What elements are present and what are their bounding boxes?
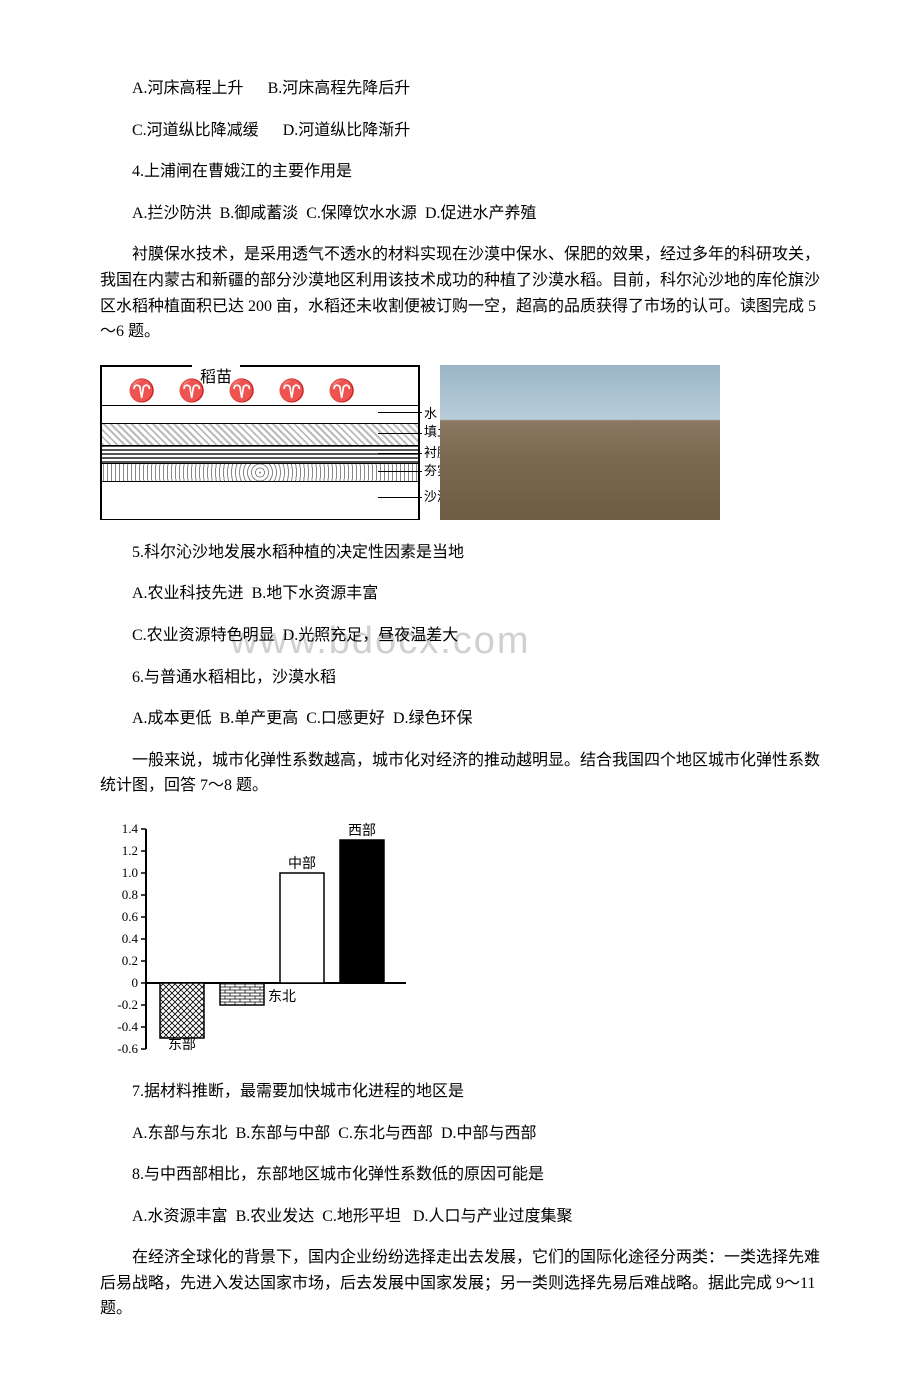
q8-optC: C.地形平坦: [322, 1208, 401, 1225]
rice-layer-compact: [102, 463, 418, 481]
svg-text:0.6: 0.6: [122, 909, 139, 924]
rice-plant-icon: ♈: [128, 373, 155, 408]
q4-optC: C.保障饮水水源: [306, 205, 417, 222]
q8-stem: 8.与中西部相比，东部地区城市化弹性系数低的原因可能是: [100, 1162, 820, 1188]
q3-optC: C.河道纵比降减缓: [132, 122, 259, 139]
passage-global: 在经济全球化的背景下，国内企业纷纷选择走出去发展，它们的国际化途径分两类：一类选…: [100, 1245, 820, 1322]
q3-optA: A.河床高程上升: [132, 80, 244, 97]
q3-options-line2: C.河道纵比降减缓 D.河道纵比降渐升: [100, 118, 820, 144]
svg-text:1.4: 1.4: [122, 821, 139, 836]
svg-text:1.0: 1.0: [122, 865, 138, 880]
rice-plant-icon: ♈: [178, 373, 205, 408]
svg-text:-0.2: -0.2: [117, 997, 138, 1012]
svg-text:-0.6: -0.6: [117, 1041, 138, 1056]
bar-chart-svg: 1.4 1.2 1.0 0.8 0.6 0.4 0.2 0 -0.2 -0.4 -0.6 东部 东北 中部…: [100, 819, 430, 1059]
urbanization-bar-chart: 1.4 1.2 1.0 0.8 0.6 0.4 0.2 0 -0.2 -0.4 -0.6 东部 东北 中部…: [100, 819, 430, 1059]
rice-plant-icon: ♈: [278, 373, 305, 408]
q6-optB: B.单产更高: [220, 710, 299, 727]
q7-optD: D.中部与西部: [441, 1125, 537, 1142]
q3-options-line1: A.河床高程上升 B.河床高程先降后升: [100, 76, 820, 102]
rice-photo: [440, 365, 720, 520]
svg-text:0.2: 0.2: [122, 953, 138, 968]
svg-text:1.2: 1.2: [122, 843, 138, 858]
q6-optA: A.成本更低: [132, 710, 212, 727]
svg-text:0: 0: [132, 975, 139, 990]
q5-stem: 5.科尔沁沙地发展水稻种植的决定性因素是当地: [100, 540, 820, 566]
q6-optC: C.口感更好: [306, 710, 385, 727]
svg-text:东北: 东北: [268, 989, 296, 1005]
q7-options: A.东部与东北 B.东部与中部 C.东北与西部 D.中部与西部: [100, 1121, 820, 1147]
q4-stem: 4.上浦闸在曹娥江的主要作用是: [100, 159, 820, 185]
q4-optA: A.拦沙防洪: [132, 205, 212, 222]
rice-plant-icon: ♈: [328, 373, 355, 408]
rice-figure-row: 稻苗 ♈ ♈ ♈ ♈ ♈ 水 填土沙 衬膜 夯实层 沙漠: [100, 365, 820, 520]
rice-diagram: 稻苗 ♈ ♈ ♈ ♈ ♈ 水 填土沙 衬膜 夯实层 沙漠: [100, 365, 420, 520]
q6-options: A.成本更低 B.单产更高 C.口感更好 D.绿色环保: [100, 706, 820, 732]
q7-optA: A.东部与东北: [132, 1125, 228, 1142]
q7-stem: 7.据材料推断，最需要加快城市化进程的地区是: [100, 1079, 820, 1105]
svg-text:-0.4: -0.4: [117, 1019, 138, 1034]
q3-optB: B.河床高程先降后升: [268, 80, 411, 97]
rice-layer-desert: [102, 481, 418, 519]
passage-urban: 一般来说，城市化弹性系数越高，城市化对经济的推动越明显。结合我国四个地区城市化弹…: [100, 748, 820, 799]
q8-optB: B.农业发达: [236, 1208, 315, 1225]
q6-optD: D.绿色环保: [393, 710, 473, 727]
q3-optD: D.河道纵比降渐升: [283, 122, 411, 139]
q6-stem: 6.与普通水稻相比，沙漠水稻: [100, 665, 820, 691]
rice-layer-water: [102, 405, 418, 423]
rice-layer-membrane: [102, 445, 418, 463]
q5-optC: C.农业资源特色明显: [132, 627, 275, 644]
q4-optB: B.御咸蓄淡: [220, 205, 299, 222]
q7-optC: C.东北与西部: [338, 1125, 433, 1142]
q5-options-line2: C.农业资源特色明显 D.光照充足，昼夜温差大: [100, 623, 820, 649]
q7-optB: B.东部与中部: [236, 1125, 331, 1142]
svg-text:0.8: 0.8: [122, 887, 138, 902]
q5-optA: A.农业科技先进: [132, 585, 244, 602]
q5-options-line1: A.农业科技先进 B.地下水资源丰富: [100, 581, 820, 607]
q8-optD: D.人口与产业过度集聚: [413, 1208, 573, 1225]
svg-text:0.4: 0.4: [122, 931, 139, 946]
passage-rice: 衬膜保水技术，是采用透气不透水的材料实现在沙漠中保水、保肥的效果，经过多年的科研…: [100, 242, 820, 344]
q5-optB: B.地下水资源丰富: [252, 585, 379, 602]
q8-optA: A.水资源丰富: [132, 1208, 228, 1225]
svg-text:中部: 中部: [288, 856, 316, 872]
q5-optD: D.光照充足，昼夜温差大: [283, 627, 459, 644]
q4-optD: D.促进水产养殖: [425, 205, 537, 222]
rice-layer-soil: [102, 423, 418, 445]
svg-text:东部: 东部: [168, 1037, 196, 1053]
rice-plant-icon: ♈: [228, 373, 255, 408]
q8-options: A.水资源丰富 B.农业发达 C.地形平坦 D.人口与产业过度集聚: [100, 1204, 820, 1230]
q4-options: A.拦沙防洪 B.御咸蓄淡 C.保障饮水水源 D.促进水产养殖: [100, 201, 820, 227]
svg-text:西部: 西部: [348, 823, 376, 839]
